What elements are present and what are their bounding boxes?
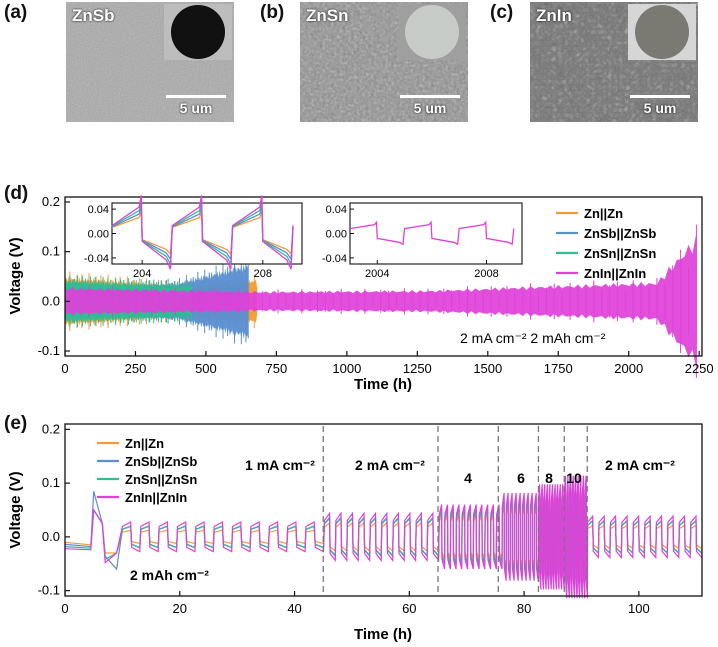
x-tick-label: 60 <box>402 601 416 616</box>
legend-entry: ZnSn||ZnSn <box>584 246 656 261</box>
electrode-disk <box>171 5 225 59</box>
rate-label: 2 mA cm⁻² <box>355 457 425 473</box>
scale-bar-label: 5 um <box>413 100 447 116</box>
plot-frame <box>64 196 703 357</box>
y-tick-label: 0.1 <box>42 475 60 490</box>
inset-0: 204 208 -0.04 0.00 0.04 <box>84 195 303 280</box>
x-tick-label: 2000 <box>614 361 643 376</box>
inset-x-tick-label: 2004 <box>365 268 389 280</box>
panel-d-label: (d) <box>4 183 29 204</box>
legend-entry: ZnIn||ZnIn <box>125 490 187 505</box>
inset-y-tick-label: 0.04 <box>88 204 109 216</box>
chart-d: 0 250 500 750 1000 1250 1500 1750 2000 2250 -0.1 0.… <box>7 194 714 393</box>
sem-image-znsn: ZnSn 5 um <box>300 2 468 122</box>
electrode-disk <box>405 5 459 59</box>
material-label: ZnSn <box>306 6 349 25</box>
legend-entry: ZnSb||ZnSb <box>584 226 656 241</box>
electrode-disk <box>635 5 689 59</box>
x-axis-label: Time (h) <box>354 626 412 643</box>
x-tick-label: 100 <box>628 601 650 616</box>
inset-y-tick-label: -0.04 <box>322 253 347 265</box>
inset-y-tick-label: 0.04 <box>326 204 347 216</box>
inset-x-tick-label: 208 <box>254 268 272 280</box>
capacity-label: 2 mAh cm⁻² <box>130 567 209 583</box>
rate-label: 4 <box>464 470 472 486</box>
material-label: ZnIn <box>536 6 572 25</box>
y-tick-label: -0.1 <box>38 583 60 598</box>
photo-inset <box>398 4 466 60</box>
scale-bar-label: 5 um <box>643 100 677 116</box>
scale-bar: 5 um <box>630 95 690 116</box>
sem-image-znsb: ZnSb 5 um <box>66 2 234 122</box>
x-tick-label: 20 <box>173 601 187 616</box>
rate-label: 2 mA cm⁻² <box>605 457 675 473</box>
panel-c-label: (c) <box>490 2 514 23</box>
x-tick-label: 0 <box>61 361 68 376</box>
panel-a-label: (a) <box>4 2 28 23</box>
sem-texture <box>530 2 698 122</box>
inset-y-tick-label: -0.04 <box>84 253 109 265</box>
x-tick-label: 1000 <box>332 361 361 376</box>
plot-frame <box>64 423 703 597</box>
legend-entry: Zn||Zn <box>584 206 623 221</box>
legend-entry: ZnIn||ZnIn <box>584 266 646 281</box>
inset-frame <box>111 202 303 265</box>
scale-bar: 5 um <box>166 95 226 116</box>
scale-bar: 5 um <box>400 95 460 116</box>
photo-inset <box>164 4 232 60</box>
x-tick-label: 1500 <box>473 361 502 376</box>
rate-label: 1 mA cm⁻² <box>245 457 315 473</box>
inset-frame <box>349 202 523 265</box>
inset-x-tick-label: 2008 <box>474 268 498 280</box>
y-tick-label: 0.0 <box>42 293 60 308</box>
scale-bar-label: 5 um <box>179 100 213 116</box>
legend-entry: ZnSn||ZnSn <box>125 472 197 487</box>
y-tick-label: 0.1 <box>42 244 60 259</box>
y-axis-label: Voltage (V) <box>7 471 24 548</box>
y-tick-label: 0.2 <box>42 421 60 436</box>
rate-label: 10 <box>566 470 582 486</box>
inset-trace <box>349 220 515 246</box>
x-tick-label: 250 <box>125 361 147 376</box>
x-tick-label: 1750 <box>544 361 573 376</box>
series-line <box>64 475 703 599</box>
legend-entry: Zn||Zn <box>125 436 164 451</box>
legend-entry: ZnSb||ZnSb <box>125 454 197 469</box>
photo-inset <box>628 4 696 60</box>
inset-x-tick-label: 204 <box>133 268 151 280</box>
x-tick-label: 80 <box>517 601 531 616</box>
inset-1: 2004 2008 -0.04 0.00 0.04 <box>322 202 523 280</box>
x-tick-label: 500 <box>195 361 217 376</box>
sem-image-znin: ZnIn 5 um <box>530 2 698 122</box>
panel-b-label: (b) <box>260 2 285 23</box>
y-tick-label: 0.2 <box>42 194 60 209</box>
x-tick-label: 2250 <box>685 361 714 376</box>
inset-trace <box>111 195 294 270</box>
x-tick-label: 750 <box>266 361 288 376</box>
rate-label: 6 <box>517 470 525 486</box>
y-tick-label: -0.1 <box>38 343 60 358</box>
rate-label: 8 <box>545 470 553 486</box>
inset-y-tick-label: 0.00 <box>326 229 347 241</box>
chart-e: 0 20 40 60 80 100 -0.1 0.0 0.1 0.2 1 mA cm⁻² 2 mA … <box>7 421 703 643</box>
x-tick-label: 0 <box>61 601 68 616</box>
condition-label: 2 mA cm⁻² 2 mAh cm⁻² <box>460 330 606 346</box>
material-label: ZnSb <box>72 6 115 25</box>
panel-e-label: (e) <box>4 413 28 434</box>
x-axis-label: Time (h) <box>354 376 412 393</box>
x-tick-label: 1250 <box>403 361 432 376</box>
inset-y-tick-label: 0.00 <box>88 229 109 241</box>
y-axis-label: Voltage (V) <box>7 237 24 314</box>
y-tick-label: 0.0 <box>42 529 60 544</box>
x-tick-label: 40 <box>287 601 301 616</box>
